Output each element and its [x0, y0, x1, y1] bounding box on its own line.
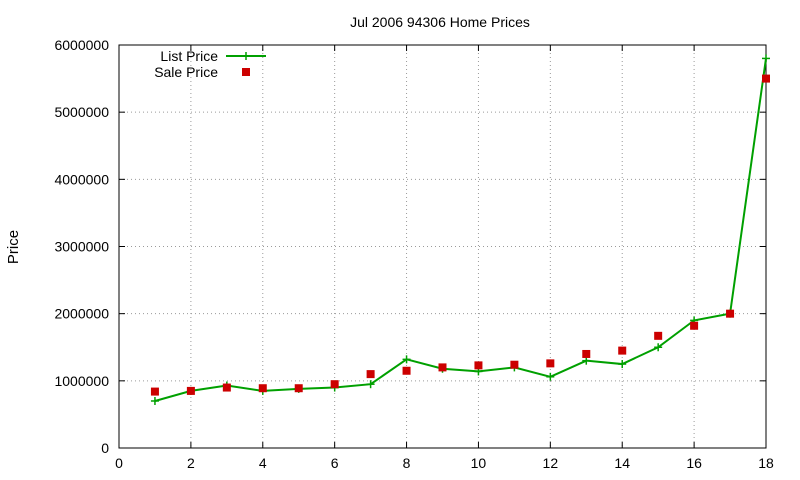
sale-price-point [726, 309, 735, 318]
sale-price-point [258, 384, 267, 393]
list-price-point [618, 360, 627, 369]
x-tick-label: 2 [187, 455, 195, 471]
sale-price-point [474, 361, 483, 370]
sale-price-point [294, 384, 303, 393]
y-tick-label: 2000000 [54, 306, 109, 322]
y-tick-label: 0 [101, 440, 109, 456]
sale-price-point [186, 386, 195, 395]
x-tick-label: 18 [758, 455, 774, 471]
x-tick-label: 4 [259, 455, 267, 471]
sale-price-point [546, 359, 555, 368]
x-tick-label: 8 [403, 455, 411, 471]
x-tick-label: 0 [115, 455, 123, 471]
x-tick-label: 10 [471, 455, 487, 471]
list-price-point [402, 355, 411, 364]
chart-title: Jul 2006 94306 Home Prices [350, 14, 530, 30]
sale-price-point [510, 360, 519, 369]
y-tick-label: 1000000 [54, 373, 109, 389]
y-tick-label: 4000000 [54, 171, 109, 187]
list-price-point [654, 343, 663, 352]
y-tick-label: 6000000 [54, 37, 109, 53]
list-price-point [762, 54, 770, 63]
sale-price-point [366, 370, 375, 379]
sale-price-point [690, 321, 699, 330]
list-price-point [546, 372, 555, 381]
x-tick-label: 6 [331, 455, 339, 471]
sale-price-point [150, 387, 159, 396]
list-price-point [150, 396, 159, 405]
y-tick-label: 3000000 [54, 239, 109, 255]
legend-swatch-sale-price [242, 68, 250, 76]
sale-price-point [402, 366, 411, 375]
sale-price-point [654, 331, 663, 340]
sale-price-point [438, 363, 447, 372]
sale-price-point [330, 380, 339, 389]
sale-price-point [582, 349, 591, 358]
list-price-point [366, 380, 375, 389]
x-tick-label: 12 [543, 455, 559, 471]
x-tick-label: 16 [686, 455, 702, 471]
list-price-point [582, 356, 591, 365]
sale-price-point [618, 346, 627, 355]
sale-price-point [222, 383, 231, 392]
list-price-line [154, 58, 767, 402]
legend-label-list-price: List Price [160, 48, 218, 64]
legend-label-sale-price: Sale Price [154, 64, 218, 80]
axis-ticks: 0 2 4 6 8 10 12 14 16 18 0 1000000 2000000 3000000 400… [54, 37, 774, 471]
series-layer [150, 54, 770, 405]
y-tick-label: 5000000 [54, 104, 109, 120]
y-axis-label: Price [5, 230, 22, 264]
x-tick-label: 14 [614, 455, 630, 471]
sale-price-point [762, 74, 770, 83]
